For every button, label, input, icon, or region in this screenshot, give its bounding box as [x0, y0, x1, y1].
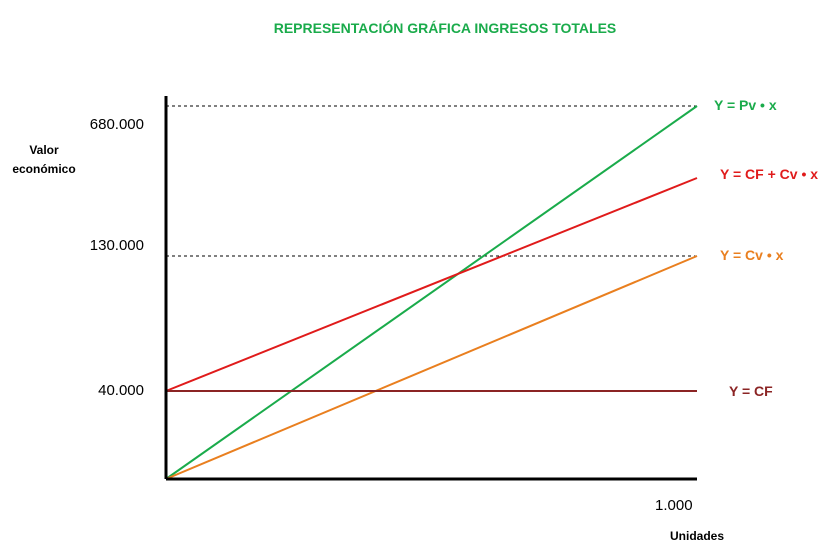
series-line-1	[165, 177, 698, 392]
x-tick-1000: 1.000	[655, 497, 693, 514]
series-line-0	[165, 105, 698, 480]
y-axis-label-line-1: Valor	[29, 143, 59, 157]
y-tick-680000: 680.000	[89, 116, 144, 133]
series-label-cv: Y = Cv • x	[720, 247, 784, 263]
chart-title: REPRESENTACIÓN GRÁFICA INGRESOS TOTALES	[273, 20, 617, 36]
series-label-cf-cv: Y = CF + Cv • x	[720, 166, 819, 182]
y-tick-130000: 130.000	[89, 237, 144, 254]
y-axis-label-line-2: económico	[12, 162, 76, 176]
series-line-2	[165, 255, 698, 480]
series-label-cf: Y = CF	[729, 383, 773, 399]
series-label-pv: Y = Pv • x	[714, 97, 777, 113]
y-tick-40000: 40.000	[98, 382, 144, 399]
y-axis-label: Valor económico	[4, 141, 84, 179]
x-axis-label: Unidades	[670, 529, 725, 543]
